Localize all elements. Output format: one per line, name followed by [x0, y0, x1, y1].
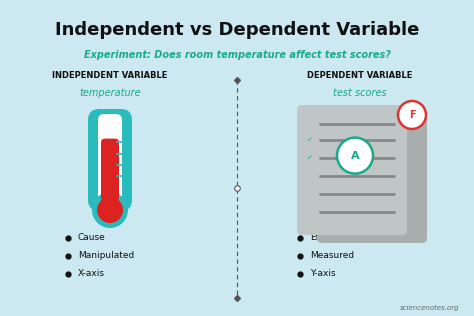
Text: INDEPENDENT VARIABLE: INDEPENDENT VARIABLE	[52, 70, 168, 80]
Text: Y-axis: Y-axis	[310, 270, 336, 278]
Text: test scores: test scores	[333, 88, 387, 98]
Text: Experiment: Does room temperature affect test scores?: Experiment: Does room temperature affect…	[83, 50, 391, 60]
Text: ✓: ✓	[307, 137, 313, 143]
FancyBboxPatch shape	[317, 113, 427, 243]
Text: temperature: temperature	[79, 88, 141, 98]
Text: DEPENDENT VARIABLE: DEPENDENT VARIABLE	[307, 70, 413, 80]
Text: Effect: Effect	[310, 234, 337, 242]
Text: X-axis: X-axis	[78, 270, 105, 278]
Circle shape	[92, 192, 128, 228]
Text: sciencenotes.org: sciencenotes.org	[401, 305, 460, 311]
Text: ✓: ✓	[307, 155, 313, 161]
Circle shape	[97, 197, 123, 223]
Text: F: F	[409, 110, 415, 120]
Text: Independent vs Dependent Variable: Independent vs Dependent Variable	[55, 21, 419, 39]
Text: Measured: Measured	[310, 252, 354, 260]
Text: A: A	[351, 151, 359, 161]
FancyBboxPatch shape	[297, 105, 407, 235]
FancyBboxPatch shape	[98, 114, 122, 204]
Circle shape	[398, 101, 426, 129]
Circle shape	[337, 137, 373, 173]
FancyBboxPatch shape	[88, 109, 132, 211]
Text: Manipulated: Manipulated	[78, 252, 134, 260]
Text: Cause: Cause	[78, 234, 106, 242]
FancyBboxPatch shape	[101, 139, 119, 201]
